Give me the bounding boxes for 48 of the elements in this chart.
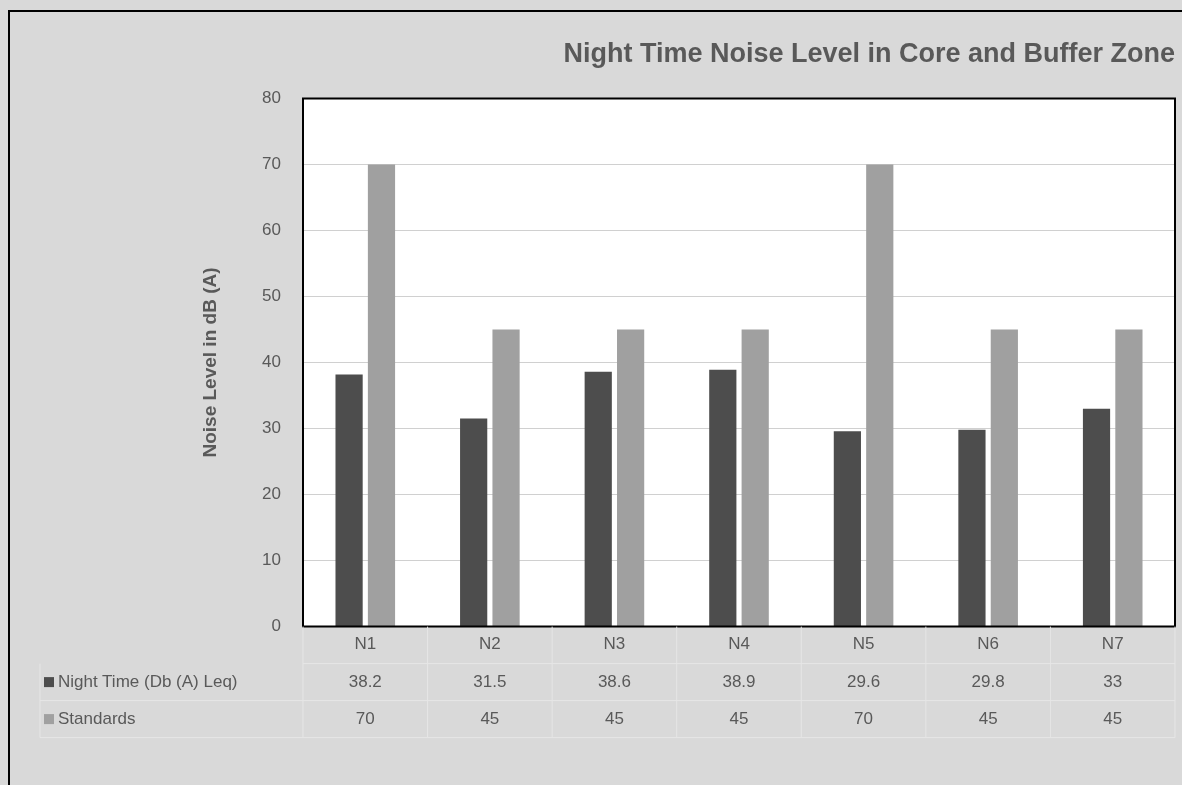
data-label: 45 <box>1103 708 1123 728</box>
x-tick-label: N1 <box>354 634 377 654</box>
x-tick-label: N6 <box>977 634 1000 654</box>
bar <box>866 164 894 627</box>
bar <box>958 429 986 627</box>
y-tick-label: 50 <box>262 286 281 306</box>
bar <box>833 431 861 627</box>
y-tick-label: 70 <box>262 154 281 174</box>
y-tick-label: 0 <box>271 616 281 636</box>
bar <box>1115 329 1143 627</box>
data-label: 38.2 <box>348 671 382 691</box>
data-label: 38.9 <box>722 671 756 691</box>
legend-label: Night Time (Db (A) Leq) <box>58 671 238 691</box>
data-label: 33 <box>1103 671 1123 691</box>
x-tick-label: N5 <box>852 634 875 654</box>
y-tick-label: 40 <box>262 352 281 372</box>
data-label: 45 <box>480 708 500 728</box>
bar <box>367 164 396 627</box>
data-label: 29.8 <box>971 671 1005 691</box>
x-tick-label: N7 <box>1101 634 1124 654</box>
data-label: 70 <box>854 708 874 728</box>
bar <box>335 374 363 627</box>
data-label: 70 <box>355 708 375 728</box>
chart-title: Night Time Noise Level in Core and Buffer Zone <box>563 37 1175 68</box>
bar <box>1082 408 1111 627</box>
legend-label: Standards <box>58 708 136 728</box>
bar <box>492 329 520 627</box>
bar <box>990 329 1018 627</box>
data-label: 45 <box>978 708 998 728</box>
data-label: 38.6 <box>597 671 631 691</box>
bar <box>709 369 737 627</box>
bar <box>741 329 769 627</box>
x-tick-label: N3 <box>603 634 626 654</box>
y-tick-label: 80 <box>262 88 281 108</box>
y-tick-label: 60 <box>262 220 281 240</box>
data-label: 45 <box>729 708 749 728</box>
bar <box>584 371 612 627</box>
data-label: 29.6 <box>847 671 881 691</box>
data-label: 45 <box>604 708 624 728</box>
y-axis-title: Noise Level in dB (A) <box>198 267 220 458</box>
bar <box>617 329 645 627</box>
y-tick-label: 20 <box>262 484 281 504</box>
y-tick-label: 10 <box>262 550 281 570</box>
y-tick-label: 30 <box>262 418 281 438</box>
x-tick-label: N2 <box>478 634 501 654</box>
bar <box>460 418 488 627</box>
x-tick-label: N4 <box>728 634 750 654</box>
data-label: 31.5 <box>473 671 507 691</box>
